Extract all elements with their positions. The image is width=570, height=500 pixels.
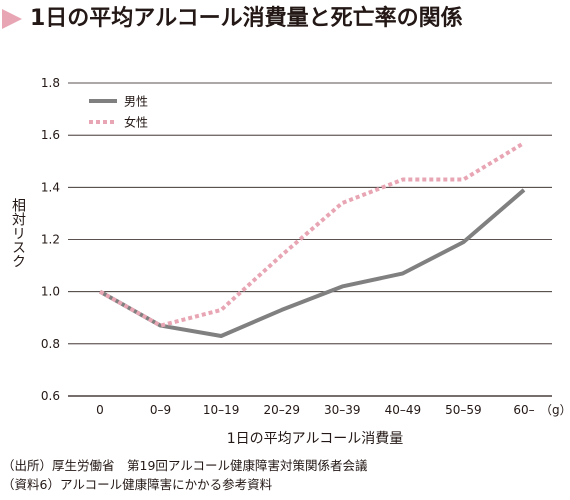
series-line-female xyxy=(99,141,526,328)
y-axis-label: 相対リスク xyxy=(10,198,26,268)
x-tick-labels: 0 0–9 10–19 20–29 30–39 40–49 50–59 60– （g） xyxy=(96,403,570,417)
x-axis-label: 1日の平均アルコール消費量 xyxy=(226,431,404,447)
x-tick-label: 20–29 xyxy=(263,403,300,417)
series-lines xyxy=(99,141,526,339)
source-line-1: （出所）厚生労働省 第19回アルコール健康障害対策関係者会議 xyxy=(2,458,368,473)
x-unit-label: （g） xyxy=(540,403,570,417)
legend-label: 男性 xyxy=(124,95,148,109)
y-tick-labels: 0.6 0.8 1.0 1.2 1.4 1.6 1.8 xyxy=(41,76,60,403)
x-tick-label: 0 xyxy=(96,403,104,417)
x-tick-label: 10–19 xyxy=(203,403,240,417)
y-tick-label: 1.6 xyxy=(41,128,60,142)
x-tick-label: 60– xyxy=(513,403,534,417)
y-tick-label: 1.2 xyxy=(41,233,60,247)
x-tick-label: 30–39 xyxy=(324,403,361,417)
grid-lines xyxy=(68,82,552,397)
y-tick-label: 1.0 xyxy=(41,285,60,299)
title-triangle-icon xyxy=(2,9,22,29)
x-tick-label: 40–49 xyxy=(385,403,422,417)
y-tick-label: 1.4 xyxy=(41,180,60,194)
y-tick-label: 1.8 xyxy=(41,76,60,90)
title-row: 1日の平均アルコール消費量と死亡率の関係 xyxy=(0,0,570,40)
chart-title: 1日の平均アルコール消費量と死亡率の関係 xyxy=(30,6,463,31)
y-tick-label: 0.6 xyxy=(41,389,60,403)
source-line-2: （資料6）アルコール健康障害にかかる参考資料 xyxy=(2,477,273,492)
x-tick-label: 50–59 xyxy=(445,403,482,417)
x-tick-label: 0–9 xyxy=(150,403,171,417)
line-chart: 0.6 0.8 1.0 1.2 1.4 1.6 1.8 0 0–9 10–19 20–29 30–3… xyxy=(41,76,570,417)
y-tick-label: 0.8 xyxy=(41,337,60,351)
series-line-male xyxy=(99,188,526,339)
legend-label: 女性 xyxy=(124,115,148,130)
